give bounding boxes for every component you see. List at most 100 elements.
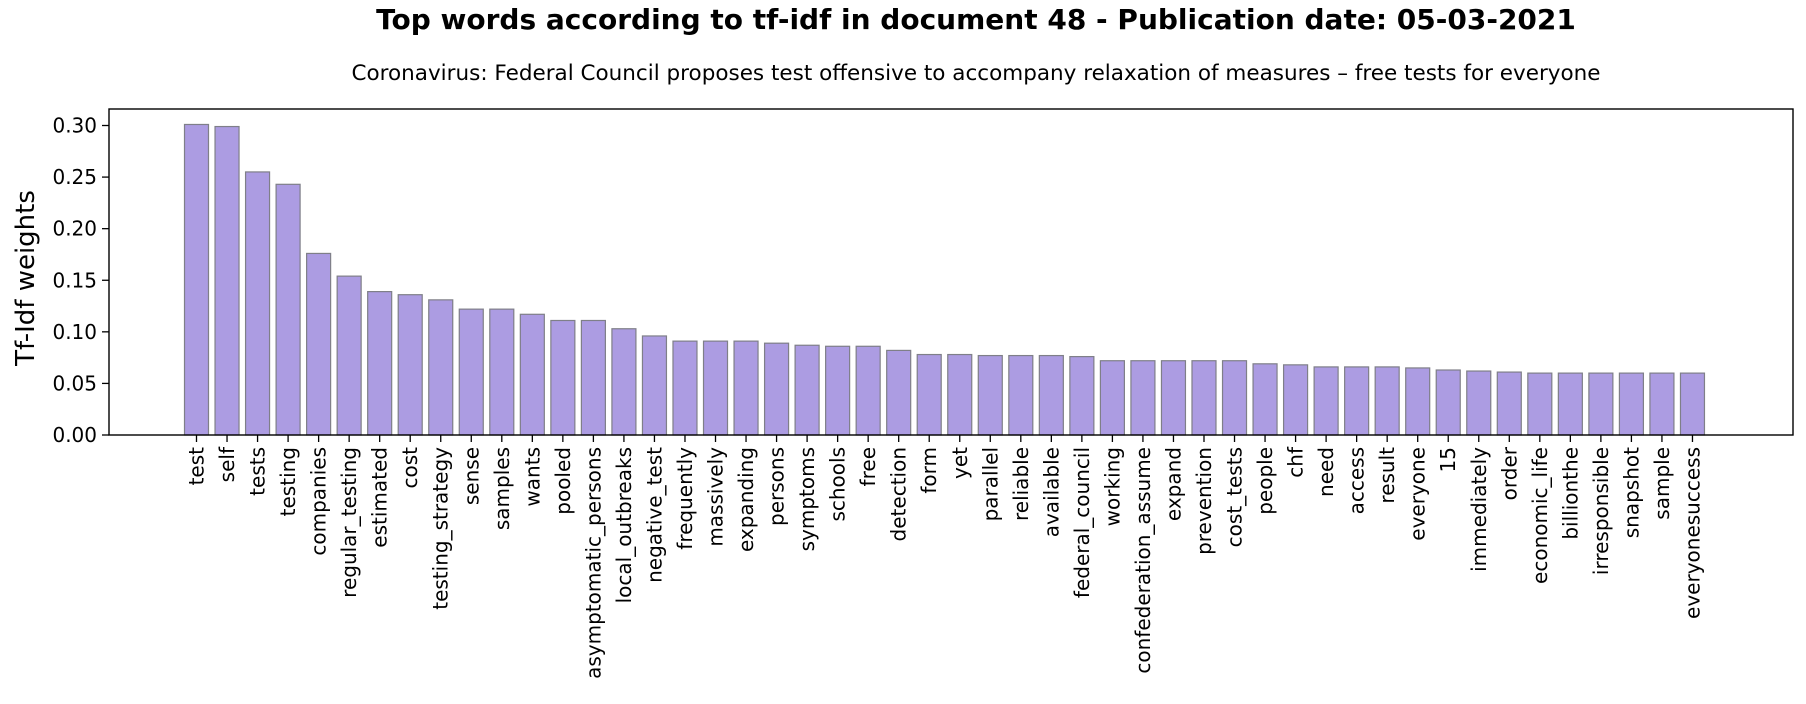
x-tick-label: pooled bbox=[551, 447, 575, 515]
x-tick-label: tests bbox=[246, 447, 270, 496]
bar-15 bbox=[1435, 369, 1461, 436]
y-axis: 0.00 0.05 0.10 0.15 0.20 0.25 0.30 bbox=[52, 114, 109, 447]
bar-samples bbox=[489, 308, 515, 436]
x-tick-label: chf bbox=[1284, 446, 1308, 478]
bar-order bbox=[1496, 371, 1522, 436]
bar-test bbox=[183, 123, 210, 436]
y-tick-label: 0.10 bbox=[52, 320, 97, 344]
x-tick-label: companies bbox=[307, 447, 331, 556]
x-tick-label: free bbox=[856, 447, 880, 486]
bar-parallel bbox=[977, 354, 1003, 436]
y-tick-label: 0.30 bbox=[52, 114, 97, 138]
bar-asymptomatic_persons bbox=[580, 319, 606, 436]
bar-reliable bbox=[1008, 354, 1034, 436]
x-tick-label: parallel bbox=[978, 447, 1002, 521]
x-tick-label: need bbox=[1314, 447, 1338, 497]
bar-self bbox=[214, 125, 240, 436]
x-axis: test self tests testing companies regular_tes… bbox=[185, 435, 1704, 679]
bar-people bbox=[1252, 363, 1278, 436]
bar-pooled bbox=[550, 319, 576, 436]
bar-irresponsible bbox=[1588, 372, 1614, 436]
x-tick-label: negative_test bbox=[642, 447, 666, 583]
bar-yet bbox=[947, 353, 973, 436]
bar-federal_council bbox=[1069, 355, 1095, 436]
x-tick-label: confederation_assume bbox=[1131, 447, 1155, 674]
bar-prevention bbox=[1191, 360, 1217, 436]
x-tick-label: wants bbox=[520, 447, 544, 507]
x-tick-label: sample bbox=[1650, 447, 1674, 520]
bar-negative_test bbox=[641, 335, 668, 436]
bar-symptoms bbox=[794, 344, 820, 436]
bar-working bbox=[1099, 360, 1126, 436]
x-tick-label: immediately bbox=[1467, 447, 1491, 572]
x-tick-label: 15 bbox=[1436, 447, 1460, 472]
bar-tests bbox=[244, 171, 271, 436]
y-axis-label: Tf-Idf weights bbox=[11, 190, 41, 367]
x-tick-label: federal_council bbox=[1070, 447, 1094, 598]
plot-area-frame bbox=[108, 108, 1794, 436]
x-tick-label: irresponsible bbox=[1589, 447, 1613, 575]
x-tick-label: everyonesuccess bbox=[1680, 447, 1704, 619]
x-tick-label: economic_life bbox=[1528, 447, 1552, 584]
bar-sample bbox=[1649, 372, 1675, 436]
x-tick-label: access bbox=[1345, 447, 1369, 514]
x-tick-label: symptoms bbox=[795, 447, 819, 551]
y-tick-label: 0.20 bbox=[52, 217, 97, 241]
x-tick-label: detection bbox=[887, 447, 911, 541]
chart-title: Top words according to tf-idf in documen… bbox=[376, 3, 1576, 36]
x-tick-label: estimated bbox=[368, 447, 392, 548]
x-tick-label: result bbox=[1375, 447, 1399, 504]
bar-result bbox=[1374, 366, 1400, 436]
bar-billionthe bbox=[1557, 372, 1583, 436]
bar-free bbox=[855, 345, 881, 436]
x-tick-label: prevention bbox=[1192, 447, 1216, 555]
x-tick-label: expand bbox=[1161, 447, 1185, 521]
chart-subtitle: Coronavirus: Federal Council proposes te… bbox=[351, 61, 1600, 86]
x-tick-label: snapshot bbox=[1619, 447, 1643, 538]
bar-access bbox=[1344, 366, 1370, 436]
x-tick-label: test bbox=[185, 447, 209, 486]
bar-local_outbreaks bbox=[611, 328, 637, 436]
bar-available bbox=[1038, 354, 1064, 436]
y-tick-label: 0.15 bbox=[52, 268, 97, 292]
x-tick-label: reliable bbox=[1009, 447, 1033, 521]
x-tick-label: self bbox=[215, 446, 239, 482]
bar-form bbox=[916, 353, 942, 436]
bar-confederation_assume bbox=[1130, 360, 1156, 436]
x-tick-label: cost bbox=[398, 447, 422, 489]
bar-expand bbox=[1160, 360, 1187, 436]
x-tick-label: frequently bbox=[673, 447, 697, 550]
x-tick-label: available bbox=[1039, 447, 1063, 537]
bar-everyonesuccess bbox=[1679, 372, 1706, 436]
bar-massively bbox=[702, 340, 729, 436]
bar-estimated bbox=[367, 291, 393, 436]
x-tick-label: sense bbox=[459, 447, 483, 505]
x-tick-label: form bbox=[917, 447, 941, 494]
bar-frequently bbox=[672, 340, 698, 436]
bar-testing bbox=[275, 183, 301, 436]
bar-snapshot bbox=[1618, 372, 1645, 436]
bar-everyone bbox=[1405, 367, 1431, 436]
bar-testing_strategy bbox=[428, 299, 454, 436]
x-tick-label: testing bbox=[276, 447, 300, 516]
y-tick-label: 0.25 bbox=[52, 165, 97, 189]
bar-expanding bbox=[733, 340, 759, 436]
bar-need bbox=[1313, 366, 1339, 436]
y-tick-label: 0.05 bbox=[52, 371, 97, 395]
bars-group bbox=[183, 123, 1706, 436]
bar-regular_testing bbox=[336, 275, 362, 436]
bar-sense bbox=[458, 308, 484, 436]
x-tick-label: order bbox=[1497, 446, 1521, 500]
bar-schools bbox=[825, 345, 851, 436]
bar-wants bbox=[519, 313, 545, 436]
x-tick-label: everyone bbox=[1406, 447, 1430, 541]
bar-detection bbox=[886, 349, 912, 436]
x-tick-label: persons bbox=[765, 447, 789, 526]
bar-cost bbox=[397, 294, 423, 436]
y-tick-label: 0.00 bbox=[52, 423, 97, 447]
bar-companies bbox=[306, 252, 332, 436]
x-tick-label: massively bbox=[704, 447, 728, 547]
bar-persons bbox=[763, 342, 790, 436]
x-tick-label: expanding bbox=[734, 447, 758, 552]
